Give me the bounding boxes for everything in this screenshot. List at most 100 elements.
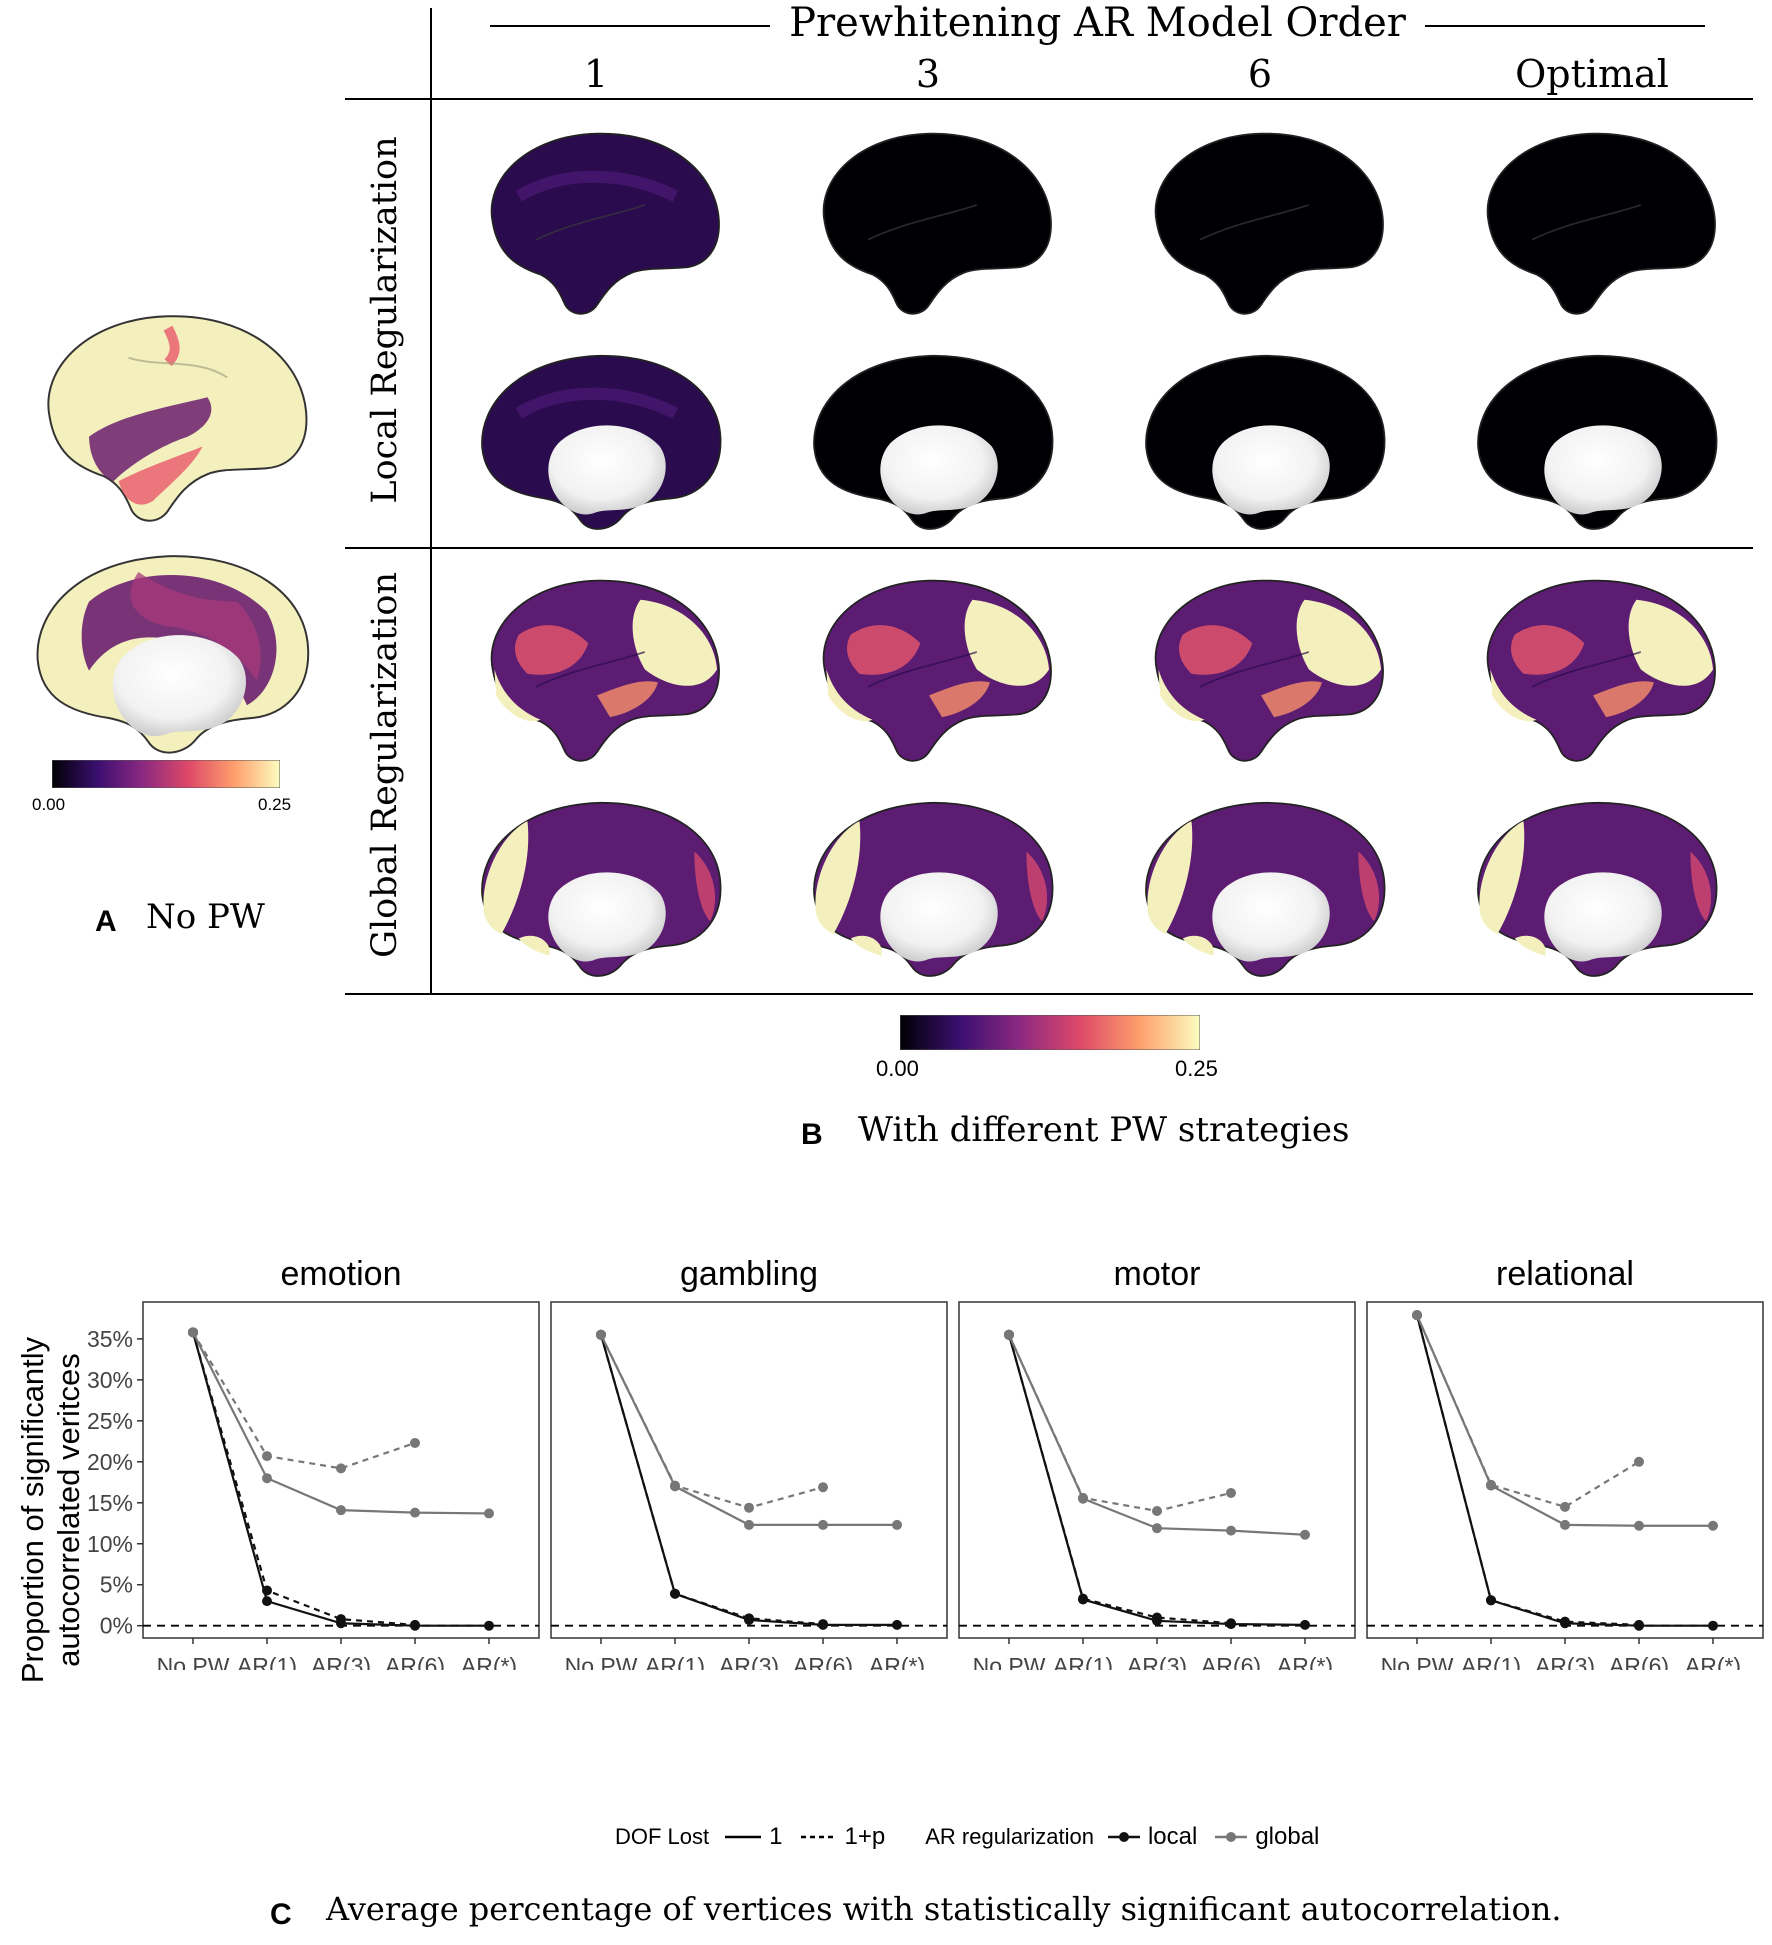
data-point-global [744, 1519, 754, 1530]
facet-title-gambling: gambling [680, 1255, 818, 1293]
brain-global-medial-optimal [1462, 782, 1724, 982]
col-title-6: 6 [1247, 52, 1273, 96]
y-tick-label: 10% [87, 1531, 133, 1557]
data-point-global [818, 1519, 828, 1530]
data-point-local [670, 1588, 680, 1599]
data-point-global [1300, 1529, 1310, 1540]
x-tick-label: AR(*) [461, 1653, 517, 1670]
x-tick-label: AR(3) [311, 1653, 371, 1670]
data-point-local [1560, 1616, 1570, 1627]
col-title-3: 3 [915, 52, 941, 96]
brain-local-lateral-ar1 [466, 118, 728, 318]
data-point-global [1634, 1456, 1644, 1467]
brain-local-medial-ar6 [1130, 335, 1392, 535]
panel-a-caption: No PW [146, 897, 265, 937]
x-tick-label: AR(6) [385, 1653, 445, 1670]
header-title: Prewhitening AR Model Order [789, 0, 1406, 46]
colorbar-a-max: 0.25 [258, 795, 292, 814]
brain-local-medial-ar3 [798, 335, 1060, 535]
facet-title-emotion: emotion [281, 1255, 402, 1293]
data-point-local [818, 1619, 828, 1630]
data-point-local [336, 1614, 346, 1625]
data-point-local [1078, 1593, 1088, 1604]
header-rule-left [490, 25, 770, 27]
brain-local-lateral-ar6 [1130, 118, 1392, 318]
panel-a-letter: A [95, 905, 117, 938]
brain-global-lateral-ar3 [798, 565, 1060, 765]
colorbar-b [900, 1015, 1200, 1050]
data-point-local [744, 1613, 754, 1624]
x-tick-label: AR(1) [645, 1653, 705, 1670]
x-tick-label: AR(6) [1201, 1653, 1261, 1670]
data-point-global [1152, 1523, 1162, 1534]
y-tick-label: 20% [87, 1449, 133, 1475]
data-point-global [484, 1508, 494, 1519]
data-point-local [1486, 1595, 1496, 1606]
x-tick-label: AR(6) [1609, 1653, 1669, 1670]
x-tick-label: AR(1) [237, 1653, 297, 1670]
x-tick-label: AR(3) [719, 1653, 779, 1670]
series-line-local-dof1p-emotion [191, 1332, 416, 1626]
y-tick-label: 15% [87, 1490, 133, 1516]
facet-panel-motor [958, 1301, 1356, 1639]
data-point-local [1708, 1620, 1718, 1631]
header-rule-right [1425, 25, 1705, 27]
facet-title-motor: motor [1114, 1255, 1201, 1293]
data-point-global [1486, 1479, 1496, 1490]
legend-solid-line-icon [725, 1835, 762, 1839]
brain-local-medial-optimal [1462, 335, 1724, 535]
x-tick-label: No PW [565, 1653, 638, 1670]
facet-title-relational: relational [1496, 1255, 1634, 1293]
col-title-1: 1 [583, 52, 609, 96]
data-point-global [1412, 1310, 1422, 1321]
data-point-global [1152, 1505, 1162, 1516]
x-tick-label: AR(*) [1277, 1653, 1333, 1670]
legend-dof-dashed: 1+p [844, 1823, 886, 1850]
facet-panel-relational [1366, 1301, 1764, 1639]
brain-global-lateral-optimal [1462, 565, 1724, 765]
x-tick-label: AR(1) [1053, 1653, 1113, 1670]
data-point-local [262, 1585, 272, 1596]
data-point-global [1226, 1525, 1236, 1536]
y-tick-label: 25% [87, 1408, 133, 1434]
facet-panel-gambling [550, 1301, 948, 1639]
legend-dof-title: DOF Lost [615, 1824, 710, 1849]
x-tick-label: No PW [973, 1653, 1046, 1670]
brain-local-lateral-optimal [1462, 118, 1724, 318]
data-point-global [1560, 1519, 1570, 1530]
data-point-global [818, 1482, 828, 1493]
brain-global-medial-ar6 [1130, 782, 1392, 982]
series-line-global-dof1p-motor [1007, 1334, 1232, 1513]
y-axis-label: Proportion of significantly autocorrelat… [15, 1210, 95, 1810]
legend-reg-global: global [1255, 1823, 1320, 1850]
y-tick-label: 5% [100, 1572, 133, 1598]
data-point-global [744, 1502, 754, 1513]
series-line-global-dof1p-relational [1415, 1314, 1640, 1509]
data-point-global [596, 1329, 606, 1340]
y-tick-label: 30% [87, 1367, 133, 1393]
legend-global-marker-icon [1215, 1832, 1248, 1842]
col-title-optimal: Optimal [1515, 52, 1669, 96]
data-point-global [892, 1519, 902, 1530]
grid-rule-vertical [430, 8, 432, 994]
colorbar-a-min: 0.00 [32, 795, 66, 814]
autocorrelation-chart: emotion No PW AR(1) AR(3) AR(6) AR(*) 0% 5% 10% 1… [87, 1255, 1764, 1670]
colorbar-b-min: 0.00 [876, 1056, 919, 1081]
data-point-local [1152, 1612, 1162, 1623]
legend-reg-title: AR regularization [925, 1824, 1094, 1849]
data-point-local [1634, 1619, 1644, 1630]
data-point-local [892, 1619, 902, 1630]
x-tick-label: AR(3) [1535, 1653, 1595, 1670]
brain-medial-nopw [20, 532, 316, 760]
panel-c-caption: Average percentage of vertices with stat… [326, 1890, 1562, 1928]
data-point-global [188, 1327, 198, 1338]
data-point-global [1004, 1329, 1014, 1340]
data-point-global [670, 1480, 680, 1491]
y-tick-label: 0% [100, 1613, 133, 1639]
brain-global-lateral-ar6 [1130, 565, 1392, 765]
brain-global-medial-ar1 [466, 782, 728, 982]
data-point-global [1078, 1492, 1088, 1503]
data-point-local [484, 1620, 494, 1631]
legend-dashed-line-icon [800, 1835, 837, 1839]
brain-local-lateral-ar3 [798, 118, 1060, 318]
